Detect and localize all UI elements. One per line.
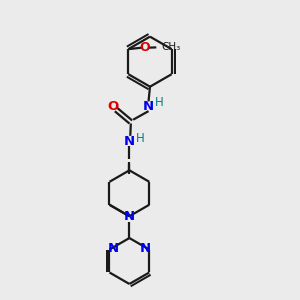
Text: N: N: [108, 242, 119, 255]
Text: N: N: [143, 100, 154, 113]
Text: H: H: [155, 96, 164, 110]
Text: N: N: [140, 242, 151, 255]
Text: O: O: [107, 100, 118, 112]
Text: O: O: [140, 41, 150, 54]
Text: N: N: [124, 210, 135, 223]
Text: N: N: [124, 135, 135, 148]
Text: H: H: [136, 132, 145, 145]
Text: CH₃: CH₃: [162, 42, 181, 52]
